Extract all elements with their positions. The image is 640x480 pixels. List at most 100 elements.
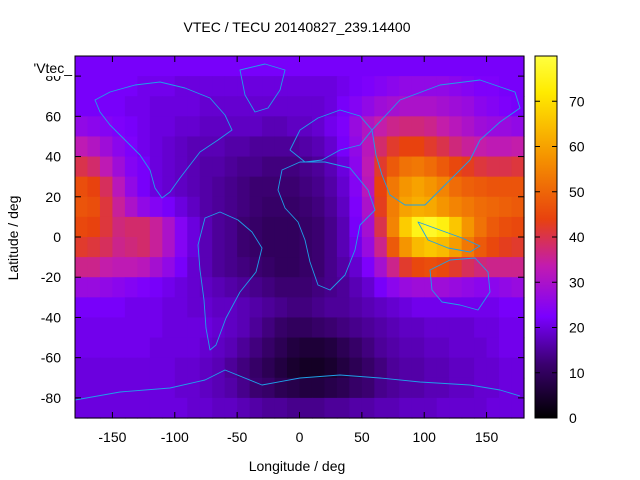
heatmap-cell — [349, 76, 363, 97]
heatmap-cell — [249, 397, 263, 419]
heatmap-cell — [299, 96, 313, 117]
heatmap-cell — [374, 156, 388, 178]
heatmap-cell — [474, 96, 488, 117]
heatmap-cell — [511, 237, 525, 258]
heatmap-cell — [499, 216, 513, 238]
heatmap-cell — [411, 397, 425, 419]
heatmap-cell — [299, 76, 313, 97]
heatmap-cell — [112, 377, 126, 399]
coastline-north-america — [94, 81, 233, 199]
heatmap-cell — [237, 216, 251, 238]
heatmap-cell — [449, 357, 463, 379]
heatmap-cell — [499, 56, 513, 77]
heatmap-cell — [399, 196, 413, 218]
heatmap-cell — [499, 76, 513, 97]
heatmap-cell — [474, 116, 488, 138]
heatmap-cell — [311, 317, 326, 339]
heatmap-cell — [224, 176, 238, 198]
heatmap-cell — [149, 317, 163, 339]
heatmap-cell — [287, 176, 301, 198]
heatmap-cell — [287, 277, 301, 298]
heatmap-cell — [174, 377, 188, 399]
heatmap-cell — [212, 397, 226, 419]
heatmap-cell — [449, 277, 463, 298]
heatmap-cell — [349, 357, 363, 379]
heatmap-cell — [336, 317, 350, 339]
heatmap-cell — [262, 116, 276, 138]
y-tick-label: 40 — [45, 149, 61, 165]
heatmap-cell — [299, 237, 313, 258]
heatmap-cell — [249, 237, 263, 258]
heatmap-cell — [424, 237, 438, 258]
heatmap-cell — [262, 216, 276, 238]
heatmap-cell — [374, 216, 388, 238]
coastline-asia — [371, 79, 521, 206]
heatmap-cell — [299, 397, 313, 419]
heatmap-cell — [174, 337, 188, 359]
heatmap-cell — [349, 196, 363, 218]
heatmap-cell — [461, 76, 475, 97]
heatmap-cell — [237, 136, 251, 158]
heatmap-cell — [87, 96, 101, 117]
heatmap-cell — [386, 337, 400, 359]
heatmap-cell — [349, 216, 363, 238]
heatmap-cell — [224, 317, 238, 339]
heatmap-cell — [187, 136, 201, 158]
heatmap-cell — [262, 156, 276, 178]
heatmap-cell — [224, 216, 238, 238]
heatmap-cell — [449, 216, 463, 238]
heatmap-cell — [449, 96, 463, 117]
heatmap-cell — [75, 196, 89, 218]
heatmap-cell — [486, 56, 500, 77]
heatmap-cell — [374, 257, 388, 278]
heatmap-cell — [187, 237, 201, 258]
heatmap-cell — [511, 317, 525, 339]
heatmap-cell — [162, 56, 176, 77]
heatmap-cell — [374, 56, 388, 77]
heatmap-cell — [449, 176, 463, 198]
heatmap-cell — [224, 277, 238, 298]
heatmap-cell — [486, 216, 500, 238]
heatmap-cell — [486, 76, 500, 97]
heatmap-cell — [474, 76, 488, 97]
heatmap-cell — [361, 257, 375, 278]
heatmap-cell — [112, 196, 126, 218]
heatmap-cell — [224, 136, 238, 158]
heatmap-cell — [199, 216, 213, 238]
heatmap-cell — [474, 196, 488, 218]
heatmap-cell — [374, 277, 388, 298]
heatmap-cell — [361, 237, 375, 258]
heatmap-cell — [112, 357, 126, 379]
heatmap-cell — [399, 96, 413, 117]
heatmap-cell — [162, 297, 176, 319]
heatmap-cell — [262, 76, 276, 97]
heatmap-cell — [511, 96, 525, 117]
heatmap-cell — [349, 277, 363, 298]
heatmap-cell — [174, 317, 188, 339]
heatmap-cell — [486, 317, 500, 339]
heatmap-cell — [324, 176, 338, 198]
heatmap-cell — [499, 237, 513, 258]
heatmap-cell — [336, 56, 350, 77]
heatmap-cell — [424, 216, 438, 238]
heatmap-cell — [212, 76, 226, 97]
heatmap-cell — [336, 237, 350, 258]
heatmap-cell — [87, 257, 101, 278]
heatmap-cell — [399, 397, 413, 419]
heatmap-cell — [324, 357, 338, 379]
heatmap-cell — [411, 317, 425, 339]
heatmap-cell — [87, 76, 101, 97]
heatmap-cell — [87, 156, 101, 178]
heatmap-cell — [324, 216, 338, 238]
heatmap-cell — [374, 357, 388, 379]
heatmap-cell — [486, 116, 500, 138]
heatmap-cell — [137, 277, 151, 298]
heatmap-cell — [75, 176, 89, 198]
heatmap-cell — [436, 297, 450, 319]
heatmap-cell — [336, 176, 350, 198]
heatmap-cell — [374, 297, 388, 319]
heatmap-cell — [499, 257, 513, 278]
heatmap-cell — [336, 156, 350, 178]
heatmap-cell — [87, 377, 101, 399]
colorbar-tick-label: 0 — [569, 410, 577, 426]
